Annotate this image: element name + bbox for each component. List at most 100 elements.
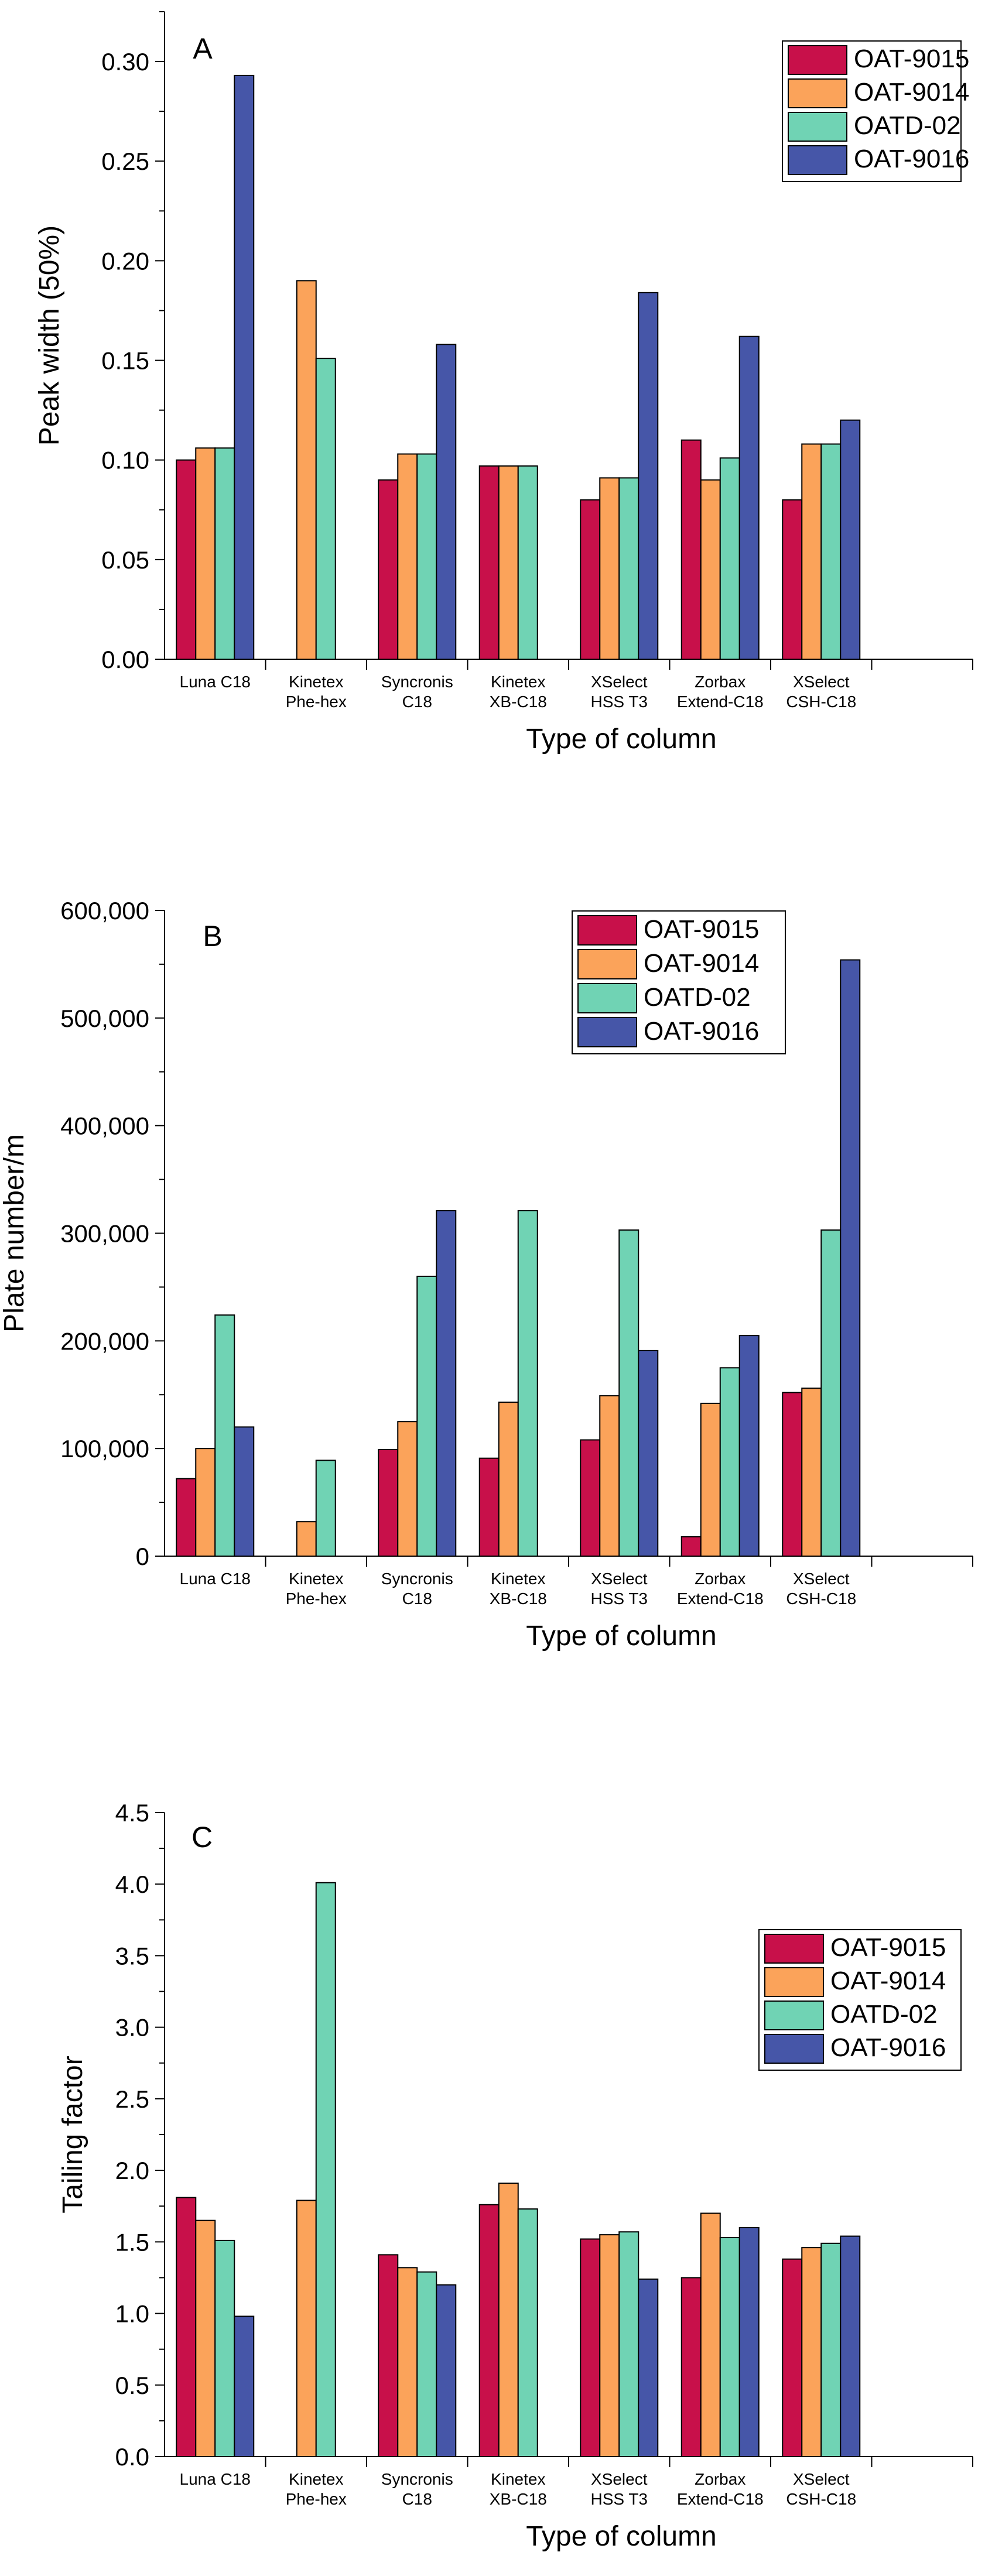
y-tick-label: 0.20 — [101, 247, 149, 275]
bar-oatd-02 — [214, 447, 235, 660]
bar-oatd-02 — [214, 1314, 235, 1557]
bar-oat-9014 — [498, 2183, 519, 2457]
bar-oat-9015 — [782, 1392, 803, 1557]
bar-oat-9016 — [436, 344, 457, 660]
y-tick-label: 0.15 — [101, 347, 149, 375]
x-tick-label: XSelect HSS T3 — [590, 1570, 648, 1608]
bar-oat-9014 — [498, 1402, 519, 1557]
legend-label: OATD-02 — [854, 111, 961, 140]
legend-swatch-oatd-02 — [577, 983, 637, 1013]
y-tick-label: 4.5 — [115, 1799, 149, 1827]
x-tick-label: Luna C18 — [180, 1570, 251, 1588]
bar-oat-9015 — [176, 2197, 197, 2458]
x-tick-label: Kinetex Phe-hex — [286, 1570, 347, 1608]
legend-swatch-oat-9014 — [764, 1967, 824, 1997]
bar-oat-9016 — [638, 292, 659, 660]
bar-oatd-02 — [517, 2208, 538, 2457]
bar-oatd-02 — [416, 453, 437, 660]
bar-oat-9014 — [599, 2234, 620, 2457]
bar-oatd-02 — [618, 477, 639, 660]
bar-oat-9014 — [498, 465, 519, 660]
x-tick-label: XSelect CSH-C18 — [786, 673, 856, 711]
panel-label: A — [193, 32, 213, 65]
bar-oat-9015 — [580, 2238, 601, 2457]
bar-oat-9016 — [738, 2226, 760, 2458]
x-tick-label: Zorbax Extend-C18 — [677, 673, 764, 711]
bar-oatd-02 — [315, 1882, 336, 2458]
bar-oatd-02 — [416, 2271, 437, 2458]
bar-oat-9015 — [782, 499, 803, 660]
bar-oat-9015 — [478, 1457, 500, 1557]
y-tick-label: 2.5 — [115, 2085, 149, 2113]
bar-oat-9015 — [176, 1478, 197, 1557]
panel-label: C — [191, 1821, 213, 1854]
legend-swatch-oat-9015 — [788, 45, 847, 75]
x-tick-label: Kinetex XB-C18 — [490, 1570, 547, 1608]
y-tick-label: 0.0 — [115, 2443, 149, 2471]
y-tick-label: 2.0 — [115, 2157, 149, 2184]
bar-oat-9014 — [296, 1521, 317, 1557]
legend-label: OAT-9014 — [830, 1967, 946, 1995]
legend-label: OAT-9016 — [644, 1017, 759, 1046]
bar-oat-9016 — [738, 1335, 760, 1557]
legend-swatch-oat-9014 — [577, 949, 637, 979]
legend-label: OAT-9016 — [830, 2033, 946, 2062]
bar-oat-9014 — [801, 443, 822, 660]
bar-oatd-02 — [820, 443, 842, 660]
x-tick-label: Syncronis C18 — [381, 2470, 453, 2508]
legend: OAT-9015 OAT-9014 OATD-02 OAT-9016 — [782, 40, 969, 182]
x-tick-label: Luna C18 — [180, 2470, 251, 2488]
bar-oat-9014 — [397, 453, 418, 660]
x-tick-label: Zorbax Extend-C18 — [677, 1570, 764, 1608]
bar-oatd-02 — [820, 2242, 842, 2458]
bar-oat-9015 — [580, 1439, 601, 1557]
x-axis-title: Type of column — [526, 2521, 717, 2552]
bar-oatd-02 — [214, 2239, 235, 2458]
legend-swatch-oatd-02 — [788, 112, 847, 142]
bar-oat-9014 — [599, 1395, 620, 1557]
y-tick-label: 0 — [136, 1543, 149, 1570]
legend-label: OAT-9015 — [644, 915, 759, 944]
bar-oatd-02 — [315, 1460, 336, 1557]
panel-label: B — [203, 920, 222, 953]
x-tick-label: Syncronis C18 — [381, 673, 453, 711]
bar-oat-9016 — [234, 1426, 255, 1557]
y-tick-label: 500,000 — [60, 1005, 149, 1032]
x-tick-label: Zorbax Extend-C18 — [677, 2470, 764, 2508]
bar-oatd-02 — [820, 1229, 842, 1557]
bar-oat-9014 — [195, 1448, 216, 1557]
bar-oat-9014 — [397, 2267, 418, 2457]
bar-oatd-02 — [618, 1229, 639, 1557]
legend-label: OAT-9016 — [854, 145, 969, 173]
bar-oat-9015 — [478, 2204, 500, 2458]
bar-oatd-02 — [719, 1367, 740, 1557]
bar-oat-9015 — [478, 465, 500, 660]
y-tick-label: 4.0 — [115, 1871, 149, 1898]
bar-oat-9015 — [176, 459, 197, 660]
bar-oatd-02 — [719, 2237, 740, 2457]
bar-oat-9016 — [638, 1349, 659, 1557]
y-tick-label: 3.0 — [115, 2014, 149, 2041]
bar-oat-9016 — [840, 2235, 861, 2458]
y-axis-title: Tailing factor — [57, 2056, 88, 2213]
legend-swatch-oat-9015 — [764, 1934, 824, 1964]
x-tick-label: Kinetex XB-C18 — [490, 2470, 547, 2508]
x-tick-label: Syncronis C18 — [381, 1570, 453, 1608]
y-tick-label: 1.0 — [115, 2300, 149, 2328]
x-tick-label: Kinetex Phe-hex — [286, 2470, 347, 2508]
x-tick-label: Luna C18 — [180, 673, 251, 691]
legend: OAT-9015 OAT-9014 OATD-02 OAT-9016 — [758, 1929, 962, 2071]
y-axis-title: Plate number/m — [0, 1134, 30, 1332]
y-tick-label: 0.5 — [115, 2372, 149, 2399]
bar-oat-9016 — [840, 419, 861, 660]
legend-swatch-oat-9015 — [577, 915, 637, 946]
bar-oatd-02 — [315, 358, 336, 660]
bar-oat-9014 — [700, 479, 721, 660]
legend-swatch-oat-9016 — [788, 145, 847, 175]
x-tick-label: XSelect CSH-C18 — [786, 1570, 856, 1608]
bar-oatd-02 — [416, 1276, 437, 1557]
bar-oat-9014 — [700, 1402, 721, 1557]
legend-label: OATD-02 — [644, 983, 751, 1012]
bar-oat-9015 — [680, 439, 702, 660]
